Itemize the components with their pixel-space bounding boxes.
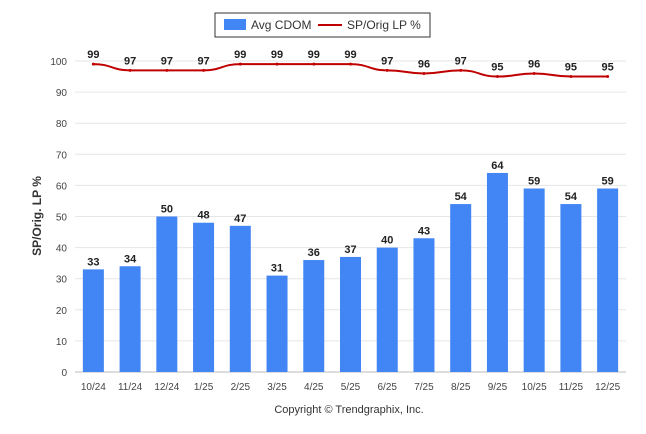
line-point bbox=[238, 62, 242, 66]
bar-value-label: 48 bbox=[197, 210, 209, 222]
x-tick-label: 6/25 bbox=[377, 382, 397, 393]
x-tick-label: 12/24 bbox=[154, 382, 179, 393]
line-value-label: 97 bbox=[455, 55, 467, 67]
line-point bbox=[422, 71, 426, 75]
line-point bbox=[165, 68, 169, 72]
bar-value-label: 50 bbox=[161, 204, 173, 216]
bar bbox=[82, 269, 104, 372]
legend-line-label: SP/Orig LP % bbox=[347, 18, 421, 32]
bar bbox=[156, 216, 178, 372]
bar-data-labels: 33 34 50 48 47 31 36 37 40 43 54 64 59 54 59 bbox=[87, 160, 614, 275]
x-tick-label: 4/25 bbox=[304, 382, 324, 393]
bar-value-label: 54 bbox=[565, 191, 578, 203]
line-point bbox=[202, 68, 206, 72]
line-point bbox=[532, 71, 536, 75]
y-tick-label: 80 bbox=[56, 119, 68, 130]
x-tick-label: 10/25 bbox=[522, 382, 547, 393]
bar-value-label: 40 bbox=[381, 235, 393, 247]
x-tick-label: 1/25 bbox=[194, 382, 214, 393]
bar bbox=[119, 266, 141, 372]
bar-value-label: 33 bbox=[87, 256, 99, 268]
line-point bbox=[385, 68, 389, 72]
y-tick-label: 60 bbox=[56, 181, 68, 192]
y-axis-title: SP/Orig. LP % bbox=[30, 176, 44, 256]
bar-series bbox=[82, 172, 619, 372]
line-point bbox=[312, 62, 316, 66]
bar-value-label: 54 bbox=[455, 191, 468, 203]
bar bbox=[376, 247, 398, 372]
line-point bbox=[569, 75, 573, 79]
line-point bbox=[459, 68, 463, 72]
x-tick-label: 5/25 bbox=[341, 382, 361, 393]
bar bbox=[486, 172, 508, 372]
y-tick-label: 70 bbox=[56, 150, 68, 161]
y-tick-label: 20 bbox=[56, 306, 68, 317]
bar-value-label: 59 bbox=[528, 176, 540, 188]
legend[interactable]: Avg CDOM SP/Orig LP % bbox=[214, 12, 431, 38]
bar-value-label: 34 bbox=[124, 253, 137, 265]
x-tick-label: 7/25 bbox=[414, 382, 434, 393]
line-value-label: 97 bbox=[124, 55, 136, 67]
line-value-label: 99 bbox=[87, 49, 99, 61]
y-tick-label: 10 bbox=[56, 337, 68, 348]
line-value-label: 96 bbox=[418, 58, 430, 70]
bar bbox=[413, 238, 435, 372]
x-tick-label: 8/25 bbox=[451, 382, 471, 393]
line-point bbox=[606, 75, 610, 79]
bar bbox=[340, 256, 361, 372]
y-tick-label: 40 bbox=[56, 244, 68, 255]
line-value-label: 96 bbox=[528, 58, 540, 70]
x-tick-label: 9/25 bbox=[488, 382, 508, 393]
line-value-label: 97 bbox=[197, 55, 209, 67]
y-tick-label: 50 bbox=[56, 213, 68, 224]
legend-bar-swatch bbox=[224, 19, 246, 30]
line-value-label: 99 bbox=[234, 49, 246, 61]
y-tick-label: 90 bbox=[56, 88, 68, 99]
bar bbox=[450, 204, 472, 372]
line-series bbox=[91, 62, 610, 79]
line-value-label: 97 bbox=[381, 55, 393, 67]
x-tick-label: 10/24 bbox=[81, 382, 106, 393]
bar-value-label: 47 bbox=[234, 213, 246, 225]
line-value-label: 95 bbox=[602, 62, 614, 74]
x-tick-label: 11/25 bbox=[559, 382, 584, 393]
bar bbox=[523, 188, 545, 372]
line-point bbox=[128, 68, 132, 72]
line-value-label: 99 bbox=[344, 49, 356, 61]
x-tick-label: 12/25 bbox=[595, 382, 620, 393]
line-point bbox=[349, 62, 352, 66]
line-point bbox=[495, 75, 499, 79]
y-tick-label: 30 bbox=[56, 275, 68, 286]
x-axis-ticks: 10/24 11/24 12/24 1/25 2/25 3/25 4/25 5/25 6/25 7… bbox=[81, 382, 621, 393]
bar-value-label: 64 bbox=[491, 160, 504, 172]
bar bbox=[303, 260, 325, 372]
legend-bar-label: Avg CDOM bbox=[251, 18, 311, 32]
line-value-label: 95 bbox=[491, 62, 503, 74]
x-tick-label: 11/24 bbox=[118, 382, 143, 393]
line-data-labels: 99 97 97 97 99 99 99 99 97 96 97 95 96 95 95 bbox=[87, 49, 614, 73]
bar bbox=[229, 225, 251, 372]
y-tick-label: 100 bbox=[50, 57, 67, 68]
line-value-label: 97 bbox=[161, 55, 173, 67]
bar-value-label: 59 bbox=[602, 176, 614, 188]
line-point bbox=[275, 62, 279, 66]
copyright-text: Copyright © Trendgraphix, Inc. bbox=[274, 404, 423, 416]
bar-value-label: 31 bbox=[271, 263, 283, 275]
line-value-label: 99 bbox=[271, 49, 283, 61]
bar-value-label: 37 bbox=[344, 244, 356, 256]
bar bbox=[560, 204, 582, 372]
y-axis-ticks: 0 10 20 30 40 50 60 70 80 90 100 bbox=[50, 57, 67, 379]
x-tick-label: 3/25 bbox=[267, 382, 287, 393]
x-tick-label: 2/25 bbox=[231, 382, 251, 393]
bar bbox=[597, 188, 619, 372]
line-value-label: 99 bbox=[308, 49, 320, 61]
bar-value-label: 36 bbox=[308, 247, 320, 259]
bar-value-label: 43 bbox=[418, 225, 430, 237]
y-tick-label: 0 bbox=[61, 368, 67, 379]
line-value-label: 95 bbox=[565, 62, 577, 74]
line-point bbox=[91, 62, 95, 66]
bar bbox=[266, 275, 288, 372]
bar bbox=[193, 222, 215, 372]
